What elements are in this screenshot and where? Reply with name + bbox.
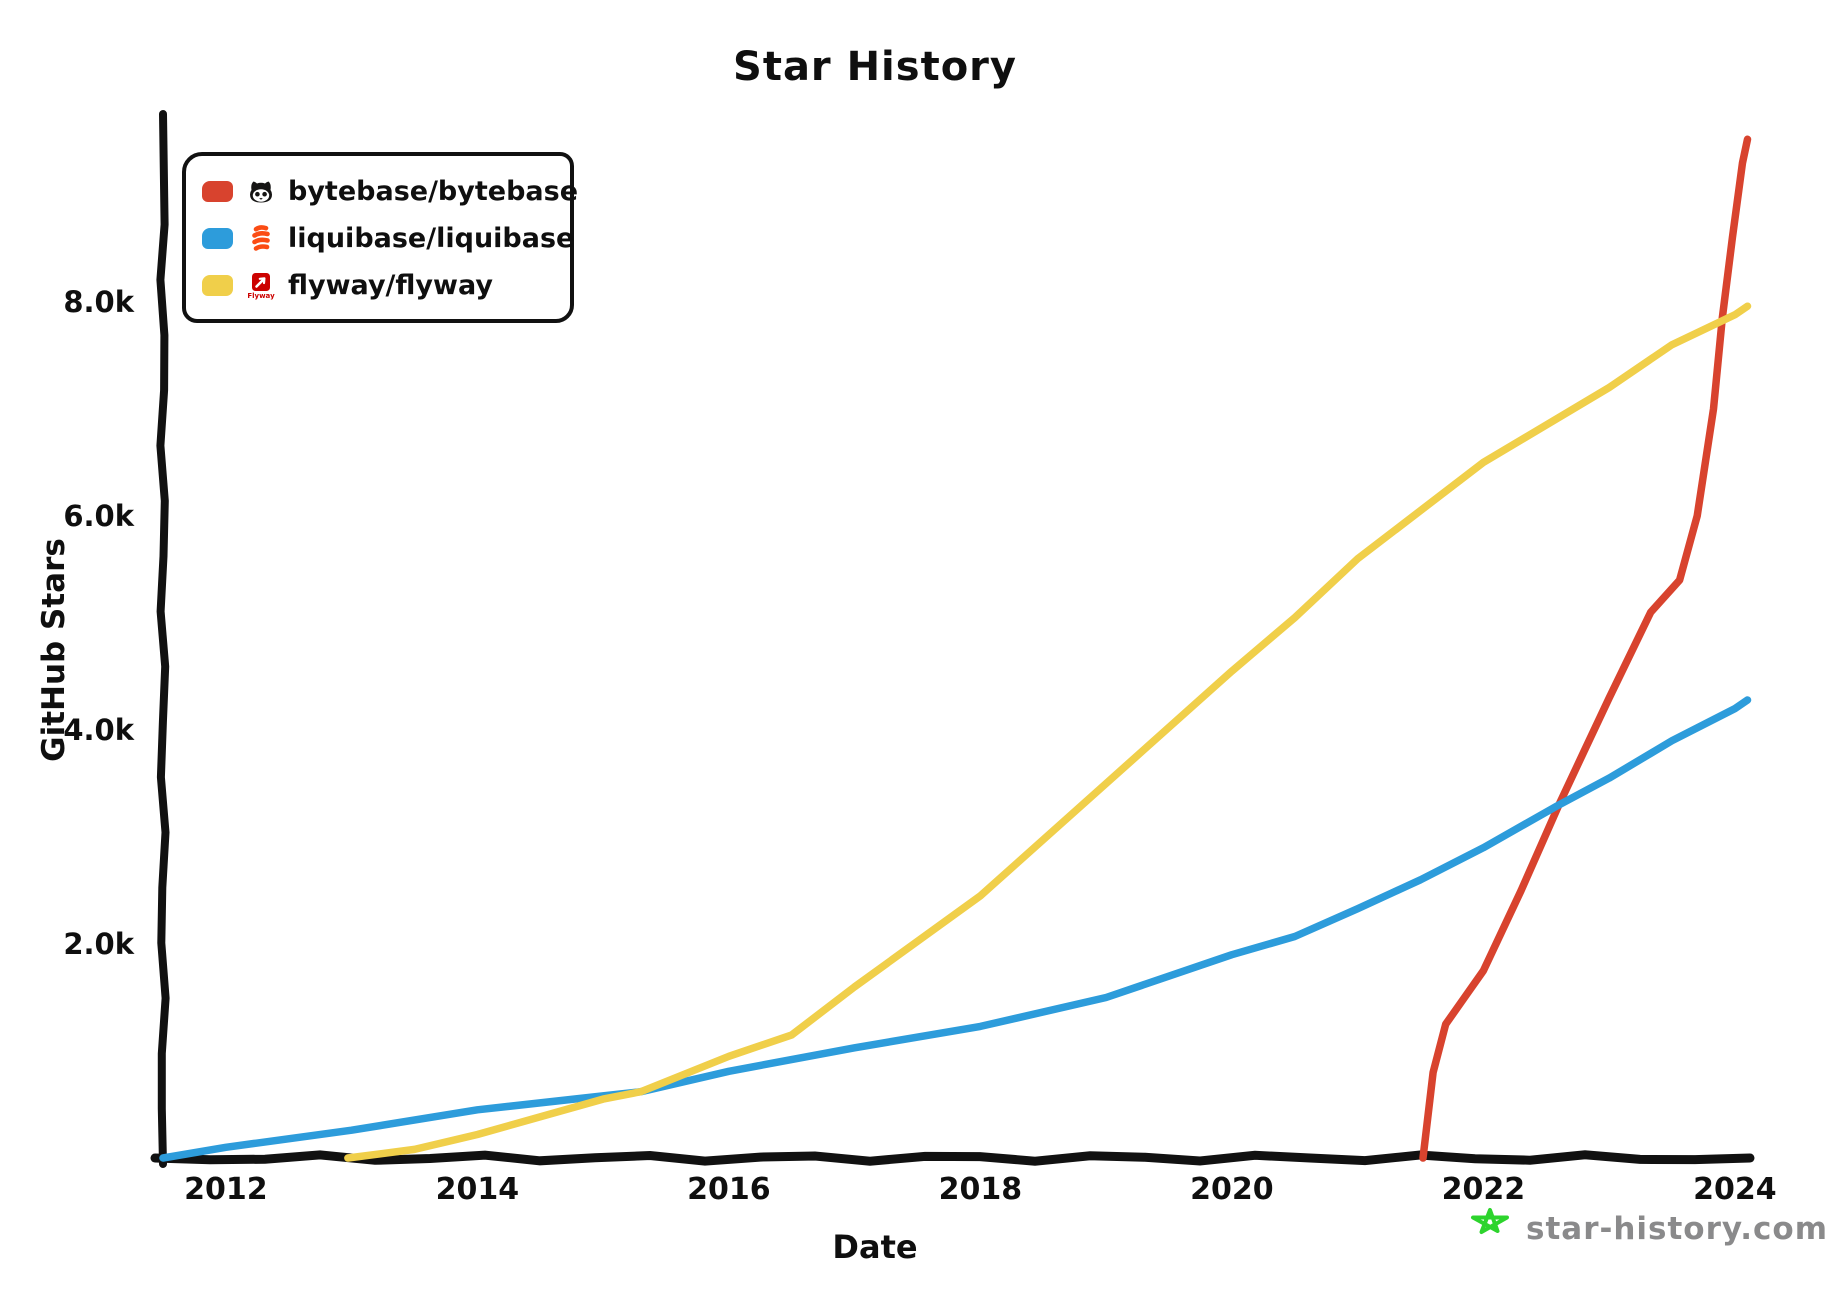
x-tick-label: 2020 xyxy=(1190,1172,1274,1207)
flyway-color-swatch xyxy=(202,275,233,296)
flyway-logo-icon: Flyway xyxy=(246,269,276,303)
x-tick-label: 2012 xyxy=(184,1172,268,1207)
legend: bytebase/bytebase liquibase/liquibase xyxy=(182,152,578,323)
legend-item-flyway: Flyway flyway/flyway xyxy=(186,262,570,309)
bytebase-color-swatch xyxy=(202,181,233,202)
y-tick-label: 4.0k xyxy=(63,712,134,747)
bytebase-avatar-icon xyxy=(246,175,276,209)
flyway-logo-caption: Flyway xyxy=(247,291,275,300)
legend-item-bytebase: bytebase/bytebase xyxy=(186,168,578,215)
legend-label: liquibase/liquibase xyxy=(288,223,575,254)
liquibase-logo-icon xyxy=(246,222,276,256)
x-axis-title: Date xyxy=(832,1228,918,1266)
legend-item-liquibase: liquibase/liquibase xyxy=(186,215,574,262)
series-line-liquibase xyxy=(159,696,1752,1162)
watermark: star-history.com xyxy=(1468,1206,1828,1252)
chart-title: Star History xyxy=(733,44,1017,90)
x-tick-label: 2016 xyxy=(687,1172,771,1207)
series-line-bytebase xyxy=(1419,135,1752,1162)
y-tick-label: 8.0k xyxy=(63,284,134,319)
x-tick-label: 2014 xyxy=(435,1172,520,1207)
x-tick-label: 2018 xyxy=(938,1172,1023,1207)
legend-label: bytebase/bytebase xyxy=(288,176,579,207)
watermark-text: star-history.com xyxy=(1526,1211,1829,1247)
series-line-flyway xyxy=(344,302,1752,1162)
x-axis-line xyxy=(150,1150,1755,1166)
y-tick-label: 6.0k xyxy=(63,498,134,533)
star-doodle-icon xyxy=(1471,1208,1509,1234)
liquibase-color-swatch xyxy=(202,228,233,249)
y-axis-line xyxy=(156,110,170,1168)
x-tick-label: 2024 xyxy=(1693,1172,1777,1207)
legend-label: flyway/flyway xyxy=(288,270,493,301)
x-tick-label: 2022 xyxy=(1441,1172,1526,1207)
y-tick-label: 2.0k xyxy=(63,926,134,961)
